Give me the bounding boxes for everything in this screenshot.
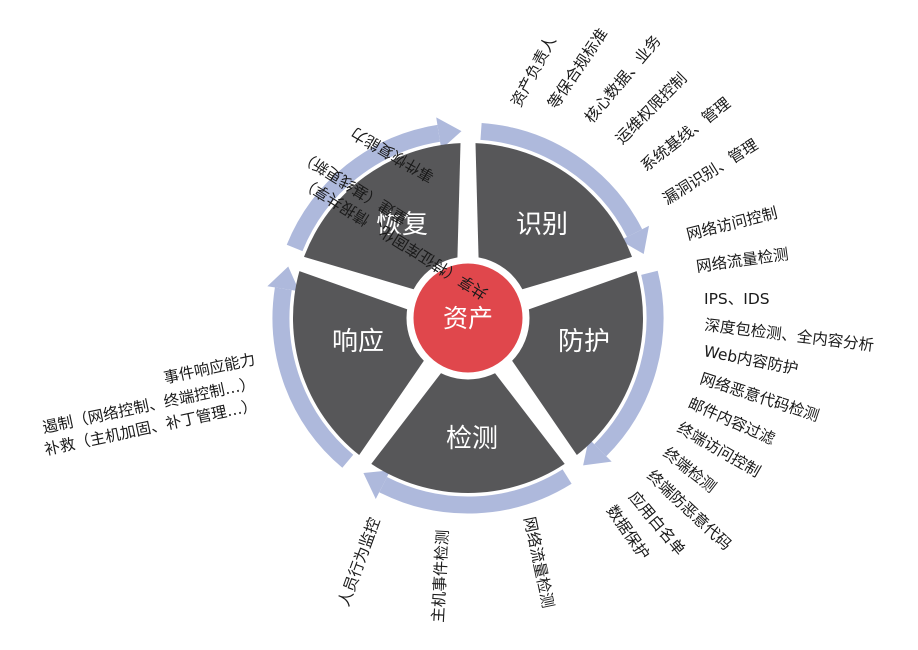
detect-item: 网络流量检测 [520,515,557,610]
ring-arrowhead-protect [583,438,612,466]
ring-arc-recover [286,124,441,252]
ring-arrowhead-recover [436,117,462,150]
segment-recover [304,143,461,302]
detect-item: 主机事件检测 [429,529,452,623]
protect-item: 网络流量检测 [695,245,790,276]
respond-items: 事件响应能力 遏制（网络控制、终端控制…） 补救（主机加固、补丁管理…） [41,349,259,459]
ring-arrowhead-respond [267,266,300,292]
segment-label-protect: 防护 [558,327,610,357]
detect-items: 人员行为监控 主机事件检测 网络流量检测 [335,515,557,623]
detect-item: 人员行为监控 [335,515,384,609]
ring-arrowhead-detect [363,470,391,500]
ring-arrowhead-identify [620,225,650,255]
ring-arc-detect [379,469,572,514]
asset-core [406,256,530,380]
asset-core-label: 资产 [443,304,493,333]
segment-label-respond: 响应 [332,327,384,357]
segment-label-detect: 检测 [446,424,498,454]
protect-item: IPS、IDS [704,290,770,308]
segment-identify [475,143,632,302]
protect-item: Web内容防护 [702,342,799,378]
ring-arc-protect [594,270,664,457]
ring-arc-respond [272,287,354,468]
segment-label-identify: 识别 [516,210,568,240]
cycle-ring [267,117,664,514]
ring-arc-identify [480,122,643,238]
segment-detect [371,338,565,493]
protect-item: 网络访问控制 [685,204,780,244]
segment-label-recover: 恢复 [376,210,428,240]
